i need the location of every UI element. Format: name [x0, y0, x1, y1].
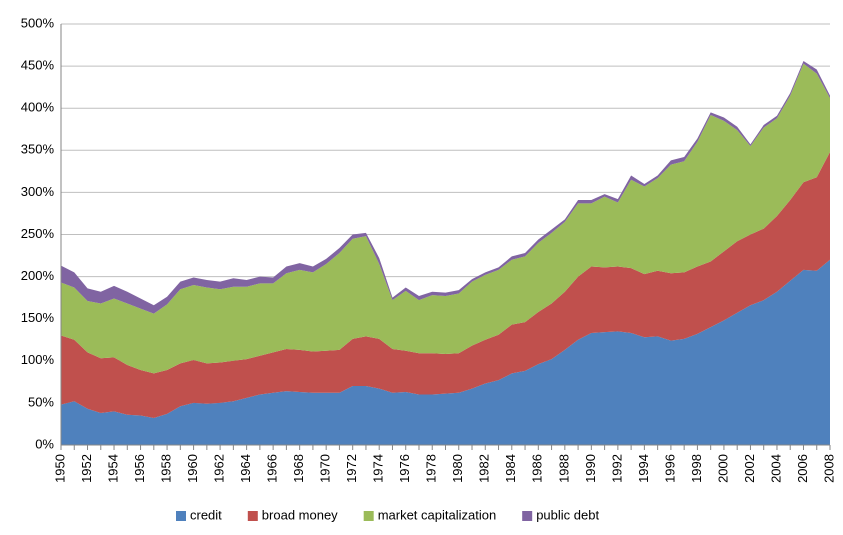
x-tick-label: 2002: [742, 454, 757, 483]
x-tick-label: 1998: [689, 454, 704, 483]
legend-label: credit: [190, 507, 222, 522]
x-tick-label: 1950: [52, 454, 67, 483]
x-tick-label: 1988: [556, 454, 571, 483]
x-tick-label: 1990: [583, 454, 598, 483]
x-tick-label: 2000: [715, 454, 730, 483]
legend-swatch: [176, 511, 186, 521]
x-tick-label: 1992: [609, 454, 624, 483]
x-tick-label: 1958: [159, 454, 174, 483]
legend-label: broad money: [262, 507, 338, 522]
y-tick-label: 0%: [35, 436, 54, 451]
x-tick-label: 1970: [318, 454, 333, 483]
x-tick-label: 1982: [477, 454, 492, 483]
legend-swatch: [363, 511, 374, 521]
area: [61, 259, 830, 445]
x-tick-label: 1964: [238, 454, 253, 483]
x-tick-label: 1994: [636, 454, 651, 483]
x-tick-label: 2004: [768, 454, 783, 483]
x-tick-label: 2006: [795, 454, 810, 483]
legend-label: market capitalization: [378, 507, 497, 522]
legend-swatch: [522, 511, 533, 521]
y-tick-label: 100%: [21, 352, 55, 367]
x-tick-label: 1984: [503, 454, 518, 483]
x-tick-label: 1974: [371, 454, 386, 483]
area: [61, 151, 830, 419]
x-tick-label: 1996: [662, 454, 677, 483]
x-tick-label: 2008: [821, 454, 836, 483]
y-tick-label: 500%: [21, 15, 55, 30]
x-tick-label: 1956: [132, 454, 147, 483]
y-tick-label: 400%: [21, 100, 55, 115]
legend-label: public debt: [536, 507, 599, 522]
x-tick-label: 1980: [450, 454, 465, 483]
x-tick-label: 1972: [344, 454, 359, 483]
x-tick-label: 1962: [212, 454, 227, 483]
y-tick-label: 350%: [21, 142, 55, 157]
x-tick-label: 1978: [424, 454, 439, 483]
x-tick-label: 1960: [185, 454, 200, 483]
y-tick-label: 250%: [21, 226, 55, 241]
legend-swatch: [247, 511, 258, 521]
x-tick-label: 1966: [265, 454, 280, 483]
x-tick-label: 1954: [105, 454, 120, 483]
y-tick-label: 450%: [21, 58, 55, 73]
y-tick-label: 150%: [21, 310, 55, 325]
legend: credit broad money market capitalization pu…: [176, 507, 599, 522]
y-tick-label: 50%: [28, 394, 54, 409]
x-tick-label: 1952: [79, 454, 94, 483]
x-tick-label: 1976: [397, 454, 412, 483]
y-tick-label: 200%: [21, 268, 55, 283]
x-tick-label: 1986: [530, 454, 545, 483]
x-tick-label: 1968: [291, 454, 306, 483]
area: [61, 63, 830, 374]
y-tick-label: 300%: [21, 184, 55, 199]
